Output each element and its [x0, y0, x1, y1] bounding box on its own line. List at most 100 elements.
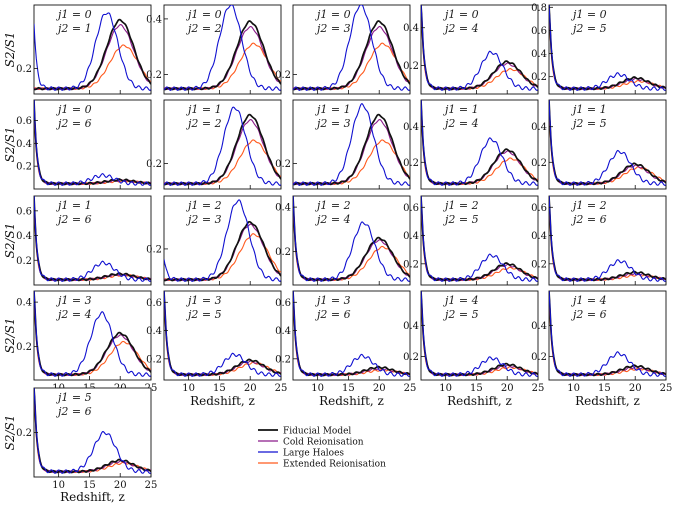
panel-label-j1: j1 = 2	[314, 199, 351, 212]
y-axis-label: S2/S1	[3, 318, 17, 354]
panel: 0.2 0.4 0.6 j1 = 2j2 = 5	[403, 195, 539, 286]
y-tick-label: 0.4	[275, 203, 291, 214]
x-tick-label: 25	[404, 383, 417, 394]
series-line-large-haloes	[34, 100, 151, 186]
x-tick-label: 20	[114, 480, 127, 491]
y-tick-label: 0.6	[531, 26, 547, 37]
panel-label-j2: j2 = 3	[314, 117, 351, 130]
y-tick-label: 0.4	[16, 139, 32, 150]
panel-label-j1: j1 = 5	[55, 391, 92, 404]
y-tick-label: 0.2	[16, 162, 32, 173]
panel: 0.2 0.4 j1 = 2j2 = 4	[275, 195, 411, 286]
series-line-large-haloes	[421, 291, 538, 377]
legend-entry-label: Extended Reionisation	[283, 460, 386, 470]
panel-label-j1: j1 = 4	[442, 294, 479, 307]
legend-entry-label: Large Haloes	[283, 449, 344, 459]
y-tick-label: 0.2	[275, 354, 291, 365]
series-line-large-haloes	[549, 5, 666, 91]
panel-label-j2: j2 = 4	[55, 308, 92, 321]
panel-label-j2: j2 = 6	[55, 405, 92, 418]
y-tick-label: 0.2	[146, 70, 162, 81]
series-line-fiducial-model	[549, 196, 666, 282]
x-tick-label: 15	[213, 383, 226, 394]
x-axis-label: Redshift, z	[190, 394, 255, 408]
x-tick-label: 25	[660, 383, 673, 394]
y-tick-label: 0.6	[275, 298, 291, 309]
panel-label-j2: j2 = 6	[570, 213, 607, 226]
panel-label-j2: j2 = 6	[55, 213, 92, 226]
y-tick-label: 0.6	[16, 206, 32, 217]
panel-label-j1: j1 = 2	[185, 199, 222, 212]
y-tick-label: 0.4	[16, 231, 32, 242]
y-axis-label: S2/S1	[3, 415, 17, 451]
panel-label-j1: j1 = 0	[55, 8, 92, 21]
x-tick-label: 10	[182, 383, 195, 394]
panel: 0.2 0.4 0.6 j1 = 0j2 = 6 S2/S1	[3, 99, 152, 190]
x-tick-label: 10	[52, 480, 65, 491]
y-tick-label: 0.4	[531, 122, 547, 133]
panel-label-j2: j2 = 2	[185, 117, 222, 130]
panel: 0.2 0.4 0.6 0.8 j1 = 0j2 = 5	[531, 3, 667, 95]
panel: 0.2 0.4 j1 = 1j2 = 4	[403, 99, 539, 190]
panel-frame	[33, 290, 152, 381]
series-line-fiducial-model	[293, 113, 410, 186]
series-line-fiducial-model	[421, 100, 538, 186]
panel-label-j1: j1 = 0	[314, 8, 351, 21]
series-line-fiducial-model	[549, 100, 666, 186]
panel: 10 15 20 25 0.2 0.4 j1 = 4j2 = 5 Redshift, z	[403, 290, 545, 408]
panel: 0.2 j1 = 0j2 = 1 S2/S1	[3, 4, 152, 95]
panel: 0.2 0.4 0.6 j1 = 1j2 = 6 S2/S1	[3, 195, 152, 286]
y-tick-label: 0.2	[403, 352, 419, 363]
series-line-large-haloes	[549, 196, 666, 282]
x-tick-label: 20	[373, 383, 386, 394]
y-tick-label: 0.2	[146, 159, 162, 170]
panel-frame	[420, 4, 539, 95]
series-line-fiducial-model	[421, 291, 538, 377]
panel-frame	[33, 387, 152, 478]
panel-label-j1: j1 = 1	[314, 103, 351, 116]
panel-label-j2: j2 = 4	[442, 117, 479, 130]
x-axis-label: Redshift, z	[60, 490, 125, 504]
series-line-large-haloes	[34, 388, 151, 474]
panel: 0.2 j1 = 1j2 = 2	[146, 99, 282, 190]
panel-label-j1: j1 = 0	[442, 8, 479, 21]
y-tick-label: 0.2	[16, 342, 32, 353]
panel-frame	[292, 99, 411, 190]
x-tick-label: 20	[244, 383, 257, 394]
panel-frame	[548, 99, 667, 190]
y-tick-label: 0.4	[403, 321, 419, 332]
series-line-fiducial-model	[164, 113, 281, 186]
series-line-large-haloes	[34, 196, 151, 282]
y-tick-label: 0.4	[146, 326, 162, 337]
series-line-fiducial-model	[549, 291, 666, 377]
x-tick-label: 10	[439, 383, 452, 394]
y-tick-label: 0.4	[16, 298, 32, 309]
panel-frame	[292, 290, 411, 381]
panel-label-j2: j2 = 4	[314, 213, 351, 226]
x-tick-label: 25	[145, 480, 158, 491]
y-axis-label: S2/S1	[3, 223, 17, 259]
y-tick-label: 0.4	[531, 321, 547, 332]
panel: 10 15 20 25 0.2 0.4 0.6 j1 = 3j2 = 5 Redshift, z	[146, 290, 287, 408]
panel-label-j1: j1 = 1	[185, 103, 222, 116]
panel-label-j2: j2 = 5	[442, 308, 479, 321]
series-line-large-haloes	[421, 5, 538, 91]
series-line-fiducial-model	[421, 5, 538, 91]
series-line-large-haloes	[164, 291, 281, 377]
panel-frame	[33, 4, 152, 95]
series-line-large-haloes	[293, 5, 410, 92]
series-line-fiducial-model	[34, 388, 151, 474]
panel-label-j1: j1 = 0	[55, 103, 92, 116]
y-tick-label: 0.4	[146, 14, 162, 25]
x-tick-label: 25	[532, 383, 545, 394]
panel-frame	[33, 99, 152, 190]
series-line-fiducial-model	[164, 291, 281, 377]
panel-frame	[420, 99, 539, 190]
series-line-large-haloes	[164, 199, 281, 283]
panel: 0.2 0.4 j1 = 0j2 = 2	[146, 4, 282, 95]
legend-entry-label: Cold Reionisation	[283, 438, 364, 448]
panel: 10 15 20 25 0.2 0.4 0.6 j1 = 3j2 = 6 Redshift, z	[275, 290, 417, 408]
x-tick-label: 10	[311, 383, 324, 394]
